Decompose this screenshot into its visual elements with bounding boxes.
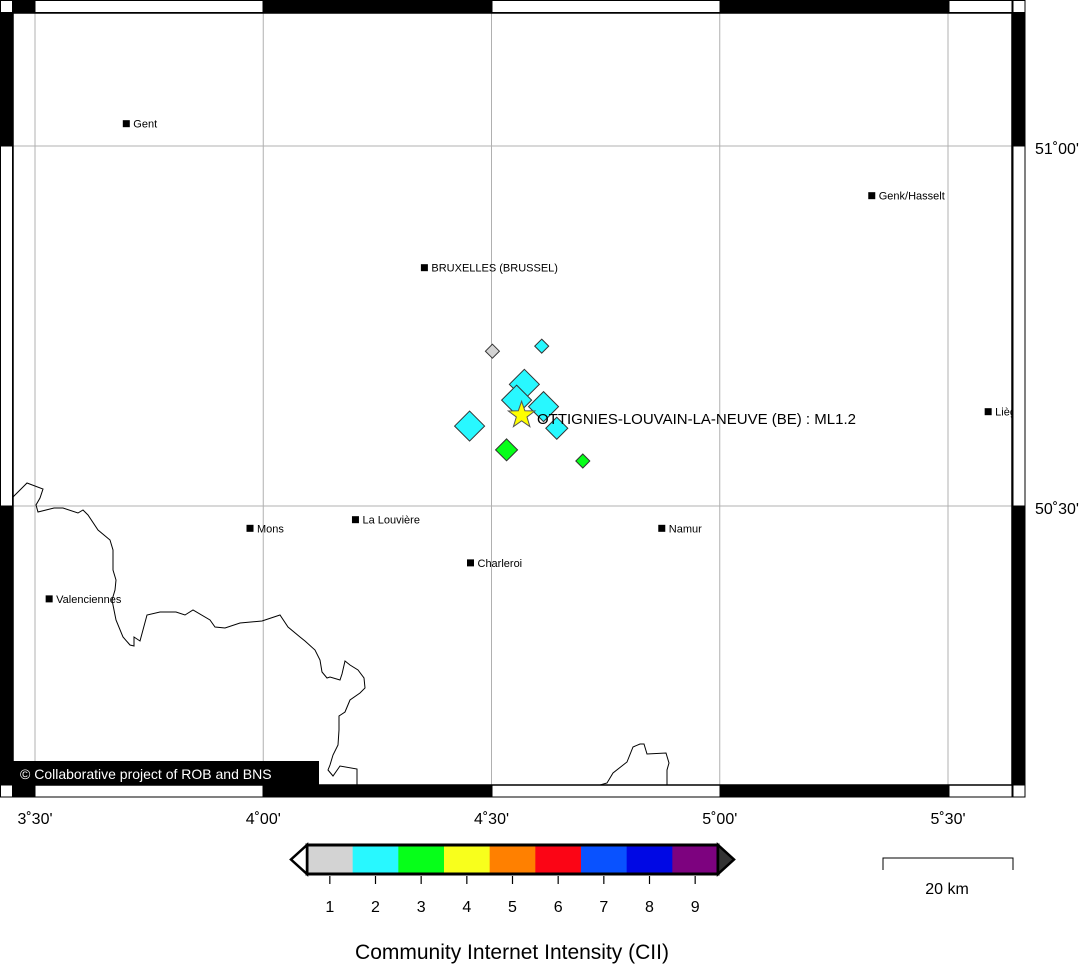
city-marker-icon	[246, 524, 254, 532]
city-bruxelles-brussel-: BRUXELLES (BRUSSEL)	[420, 263, 558, 275]
epicenter-label: OTTIGNIES-LOUVAIN-LA-NEUVE (BE) : ML1.2	[537, 411, 856, 428]
city-label: Gent	[133, 119, 157, 131]
intensity-report-marker[interactable]	[545, 416, 569, 440]
frame-segment	[1012, 505, 1026, 786]
colorbar-swatch-3	[398, 845, 445, 874]
city-label: BRUXELLES (BRUSSEL)	[431, 263, 558, 275]
colorbar-swatch-9	[672, 845, 719, 874]
colorbar-tick-label: 3	[417, 899, 426, 916]
city-mons: Mons	[246, 523, 284, 535]
intensity-report-marker[interactable]	[484, 343, 501, 359]
city-marker-icon	[467, 559, 475, 567]
epicenter-star-icon[interactable]	[506, 399, 537, 428]
colorbar-tick-label: 6	[554, 899, 563, 916]
latitude-label: 51˚00'	[1035, 141, 1079, 158]
city-label: Namur	[669, 523, 702, 535]
intensity-report-marker[interactable]	[575, 453, 591, 469]
frame-segment	[948, 0, 1013, 13]
frame-segment	[262, 784, 493, 798]
colorbar-swatch-6	[535, 845, 582, 874]
city-valenciennes: Valenciennes	[45, 594, 122, 606]
intensity-report-marker[interactable]	[527, 390, 560, 423]
longitude-label: 5˚30'	[930, 811, 965, 828]
longitude-label: 5˚00'	[702, 811, 737, 828]
city-marker-icon	[658, 524, 666, 532]
country-border	[599, 743, 670, 786]
copyright-box: © Collaborative project of ROB and BNS	[13, 761, 319, 785]
colorbar-swatch-4	[444, 845, 491, 874]
city-label: Valenciennes	[56, 594, 122, 606]
frame-segment	[0, 145, 13, 507]
colorbar-swatch-2	[352, 845, 399, 874]
intensity-report-marker[interactable]	[494, 438, 519, 462]
city-label: Charleroi	[478, 558, 523, 570]
city-marker-icon	[122, 120, 130, 128]
intensity-report-marker[interactable]	[534, 338, 550, 354]
frame-segment	[0, 12, 13, 147]
frame-segment	[719, 0, 950, 13]
colorbar-tick-label: 8	[645, 899, 654, 916]
city-charleroi: Charleroi	[467, 558, 522, 570]
city-la-louvi-re: La Louvière	[351, 515, 420, 527]
colorbar-swatch-1	[307, 845, 354, 874]
colorbar-high-arrow-icon	[716, 842, 736, 877]
city-marker-icon	[45, 595, 53, 603]
frame-segment	[12, 784, 36, 798]
colorbar-tick-label: 2	[371, 899, 380, 916]
colorbar-tick-label: 9	[691, 899, 700, 916]
frame-segment	[1012, 12, 1026, 147]
axis-labels: 3˚30' 4˚00' 4˚30' 5˚00' 5˚30' 51˚00' 50˚30'	[17, 141, 1079, 828]
scale-bar-label: 20 km	[925, 881, 969, 898]
city-label: Genk/Hasselt	[879, 191, 945, 203]
colorbar-swatch-7	[581, 845, 628, 874]
colorbar-tick-label: 7	[599, 899, 608, 916]
longitude-label: 4˚00'	[246, 811, 281, 828]
colorbar: 1 2 3 4 5 6 7 8 9	[289, 842, 736, 916]
city-genk-hasselt: Genk/Hasselt	[868, 191, 945, 203]
frame-segment	[1012, 145, 1026, 507]
city-marker-icon	[351, 516, 359, 524]
colorbar-low-arrow-icon	[289, 842, 309, 877]
longitude-label: 4˚30'	[474, 811, 509, 828]
colorbar-tick-label: 1	[325, 899, 334, 916]
colorbar-swatch-8	[626, 845, 673, 874]
frame-segment	[948, 784, 1013, 798]
latitude-label: 50˚30'	[1035, 501, 1079, 518]
frame-segment	[491, 784, 721, 798]
frame-segment	[491, 0, 721, 13]
scale-bar: 20 km	[882, 857, 1014, 898]
copyright-text: © Collaborative project of ROB and BNS	[20, 766, 272, 782]
intensity-report-marker[interactable]	[453, 410, 486, 442]
city-marker-icon	[868, 192, 876, 200]
city-marker-icon	[984, 408, 992, 416]
city-label: La Louvière	[362, 515, 420, 527]
city-namur: Namur	[658, 523, 702, 535]
frame-segment	[0, 505, 13, 786]
epicenter[interactable]: OTTIGNIES-LOUVAIN-LA-NEUVE (BE) : ML1.2	[506, 399, 856, 428]
colorbar-swatch-5	[489, 845, 536, 874]
frame-segment	[34, 784, 264, 798]
city-gent: Gent	[122, 119, 157, 131]
city-label: Mons	[257, 523, 284, 535]
frame-segment	[34, 0, 264, 13]
graticule	[13, 13, 1012, 785]
country-border	[12, 482, 366, 785]
colorbar-title: Community Internet Intensity (CII)	[355, 941, 669, 964]
colorbar-tick-label: 5	[508, 899, 517, 916]
colorbar-tick-label: 4	[462, 899, 471, 916]
reports-layer	[453, 338, 591, 469]
frame-segment	[262, 0, 493, 13]
map-frame	[0, 0, 1088, 800]
frame-segment	[12, 0, 36, 13]
frame-segment	[719, 784, 950, 798]
longitude-label: 3˚30'	[17, 811, 52, 828]
city-marker-icon	[420, 264, 428, 272]
